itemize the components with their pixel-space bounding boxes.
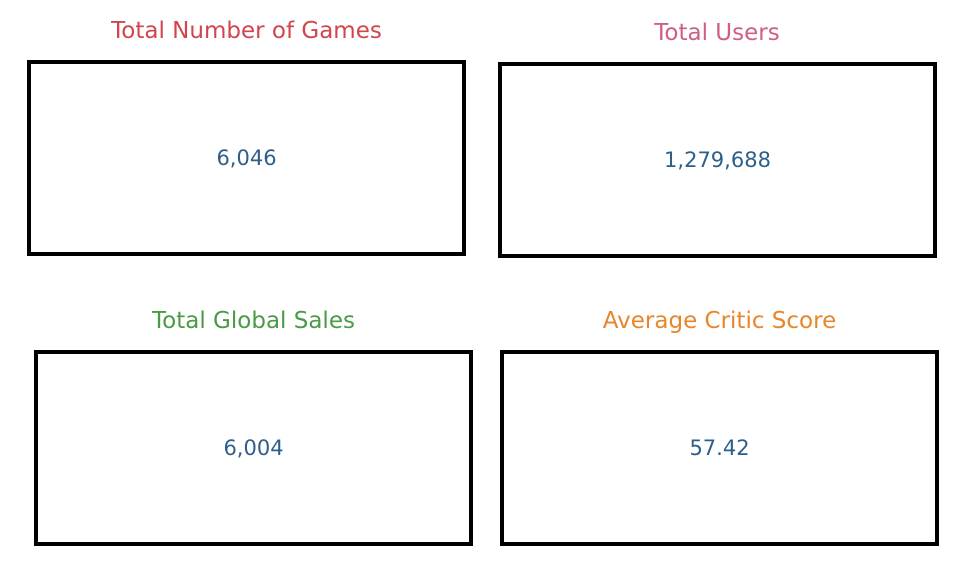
kpi-title-average-critic-score: Average Critic Score — [602, 308, 837, 334]
kpi-title-total-users: Total Users — [654, 20, 780, 46]
kpi-value-average-critic-score: 57.42 — [689, 436, 750, 460]
kpi-value-total-games: 6,046 — [216, 146, 277, 170]
kpi-card-total-games: 6,046 — [27, 60, 466, 256]
kpi-card-average-critic-score: 57.42 — [500, 350, 939, 546]
kpi-title-total-global-sales: Total Global Sales — [152, 308, 355, 334]
kpi-title-total-games: Total Number of Games — [111, 18, 382, 44]
kpi-value-total-users: 1,279,688 — [664, 148, 771, 172]
kpi-value-total-global-sales: 6,004 — [223, 436, 284, 460]
kpi-card-total-users: 1,279,688 — [498, 62, 937, 258]
kpi-card-total-global-sales: 6,004 — [34, 350, 473, 546]
